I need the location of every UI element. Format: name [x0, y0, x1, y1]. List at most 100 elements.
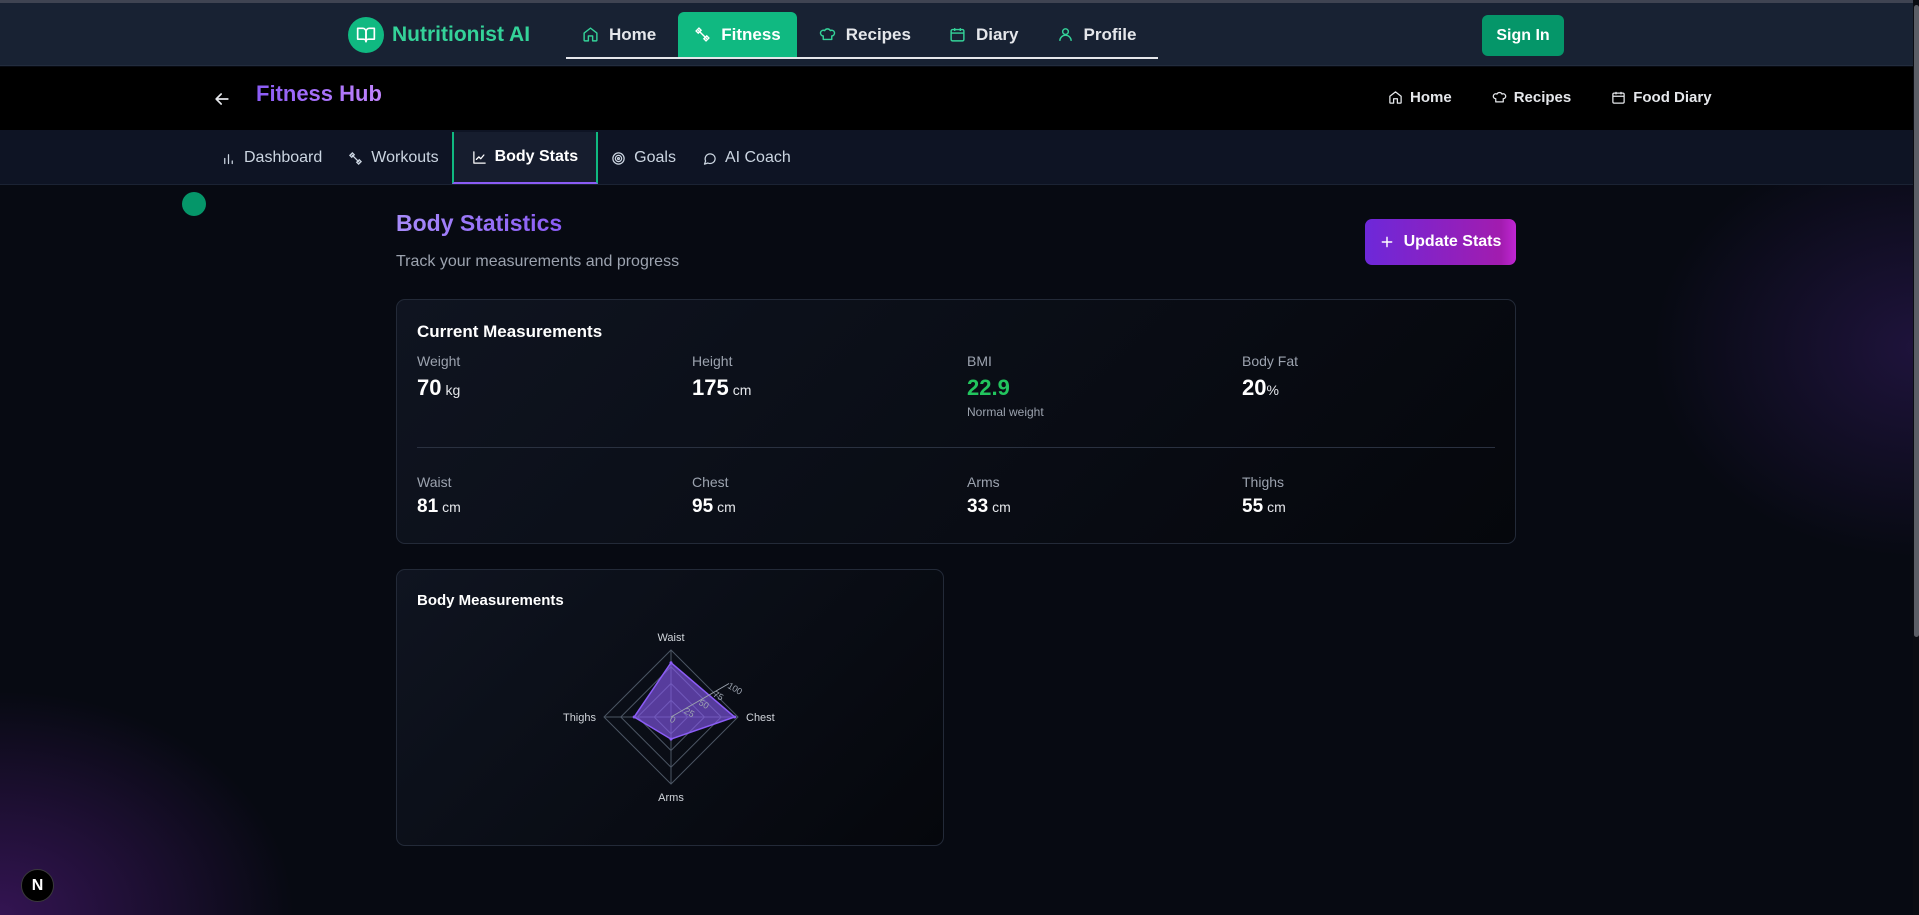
radar-data-point — [669, 737, 673, 741]
stat-unit: kg — [445, 382, 461, 398]
stat-value: 55 cm — [1242, 496, 1286, 518]
nav-home-label: Home — [609, 24, 657, 44]
radar-tick-label: 75 — [712, 689, 726, 703]
dumbbell-icon — [348, 151, 363, 166]
stat-chest: Chest 95 cm — [692, 474, 736, 518]
stat-number: 95 — [692, 496, 714, 517]
stat-label: Chest — [692, 474, 729, 490]
update-stats-button[interactable]: Update Stats — [1365, 219, 1516, 265]
stat-unit: cm — [992, 499, 1011, 515]
stat-number: 81 — [417, 496, 439, 517]
stat-value: 175 cm — [692, 375, 751, 401]
sign-in-button[interactable]: Sign In — [1482, 15, 1564, 56]
stat-unit: cm — [442, 499, 461, 515]
hub-links: Home Recipes Food Diary — [1388, 89, 1712, 106]
target-icon — [611, 151, 626, 166]
radar-category-label: Thighs — [563, 712, 597, 724]
stat-label: Thighs — [1242, 474, 1285, 490]
bmi-category: Normal weight — [967, 405, 1044, 419]
radar-tick-label: 50 — [697, 697, 711, 711]
stat-weight: Weight 70 kg — [417, 353, 460, 401]
status-dot — [182, 192, 206, 216]
nav-fitness-label: Fitness — [721, 24, 781, 44]
stat-value: 22.9 — [967, 375, 1044, 401]
tab-workouts[interactable]: Workouts — [335, 132, 451, 184]
hub-link-home[interactable]: Home — [1388, 89, 1452, 106]
nav-fitness[interactable]: Fitness — [678, 12, 797, 57]
radar-tick-label: 25 — [683, 706, 697, 720]
chef-hat-icon — [819, 26, 836, 43]
stat-number: 22.9 — [967, 375, 1010, 400]
stat-unit: cm — [732, 382, 752, 398]
stat-number: 70 — [417, 375, 442, 400]
update-stats-label: Update Stats — [1403, 233, 1502, 250]
plus-icon — [1380, 235, 1394, 249]
nav-diary[interactable]: Diary — [933, 12, 1035, 57]
stat-thighs: Thighs 55 cm — [1242, 474, 1286, 518]
nav-recipes[interactable]: Recipes — [803, 12, 927, 57]
hub-link-recipes[interactable]: Recipes — [1492, 89, 1572, 106]
hub-link-recipes-label: Recipes — [1513, 89, 1572, 106]
section-subtitle: Track your measurements and progress — [396, 253, 680, 270]
main-nav: Home Fitness Recipes Diary Profile — [566, 12, 1159, 59]
chat-bubble-icon — [702, 151, 717, 166]
tab-dashboard[interactable]: Dashboard — [208, 132, 335, 184]
brand-name: Nutritionist AI — [392, 23, 531, 46]
stat-waist: Waist 81 cm — [417, 474, 461, 518]
stat-number: 20 — [1242, 375, 1267, 400]
radar-data-point — [669, 661, 673, 665]
nav-profile-label: Profile — [1083, 24, 1137, 44]
radar-tick-label: 100 — [726, 681, 744, 697]
back-button[interactable] — [212, 89, 232, 109]
dumbbell-icon — [694, 26, 711, 43]
radar-category-label: Waist — [657, 632, 684, 644]
stat-number: 33 — [967, 496, 989, 517]
home-icon — [1388, 90, 1403, 105]
nav-profile[interactable]: Profile — [1041, 12, 1153, 57]
stat-label: BMI — [967, 353, 992, 369]
stat-value: 95 cm — [692, 496, 736, 518]
stat-number: 175 — [692, 375, 729, 400]
body-measurements-card: Body Measurements 0 25 50 75 100 Waist Chest Ar… — [396, 569, 944, 846]
divider — [417, 447, 1495, 448]
radar-radial-axis — [670, 683, 730, 718]
user-icon — [1057, 26, 1074, 43]
tab-body-stats[interactable]: Body Stats — [451, 132, 599, 184]
next-dev-badge[interactable]: N — [21, 869, 54, 902]
stat-label: Weight — [417, 353, 461, 369]
stat-value: 33 cm — [967, 496, 1011, 518]
tab-goals[interactable]: Goals — [598, 132, 689, 184]
stat-label: Body Fat — [1242, 353, 1299, 369]
stat-bmi: BMI 22.9 Normal weight — [967, 353, 1044, 419]
stat-number: 55 — [1242, 496, 1264, 517]
home-icon — [582, 26, 599, 43]
top-navbar: Nutritionist AI Home Fitness Recipes Dia… — [0, 3, 1914, 66]
tab-ai-coach[interactable]: AI Coach — [689, 132, 804, 184]
radar-data-point — [733, 715, 737, 719]
tab-goals-label: Goals — [634, 149, 676, 166]
nav-diary-label: Diary — [975, 24, 1019, 44]
hub-link-home-label: Home — [1410, 89, 1452, 106]
arrow-left-icon — [212, 89, 232, 109]
book-open-icon — [348, 17, 384, 53]
stat-height: Height 175 cm — [692, 353, 751, 401]
calendar-icon — [1611, 90, 1626, 105]
scrollbar-thumb[interactable] — [1914, 5, 1919, 637]
stat-value: 20% — [1242, 375, 1298, 401]
stat-unit: cm — [717, 499, 736, 515]
chef-hat-icon — [1492, 90, 1507, 105]
nav-home[interactable]: Home — [566, 12, 672, 57]
current-measurements-title: Current Measurements — [417, 322, 603, 341]
hub-header: Fitness Hub Home Recipes Food Diary — [0, 67, 1913, 130]
nav-recipes-label: Recipes — [845, 24, 911, 44]
tab-dashboard-label: Dashboard — [244, 149, 323, 166]
chart-title: Body Measurements — [417, 592, 564, 609]
hub-link-food-diary[interactable]: Food Diary — [1611, 89, 1712, 106]
brand[interactable]: Nutritionist AI — [348, 17, 530, 53]
stat-label: Waist — [417, 474, 452, 490]
tabs: Dashboard Workouts Body Stats Goals AI C… — [208, 132, 804, 184]
stat-unit: cm — [1267, 499, 1286, 515]
stat-label: Height — [692, 353, 733, 369]
section-title: Body Statistics — [396, 210, 563, 236]
calendar-icon — [949, 26, 966, 43]
